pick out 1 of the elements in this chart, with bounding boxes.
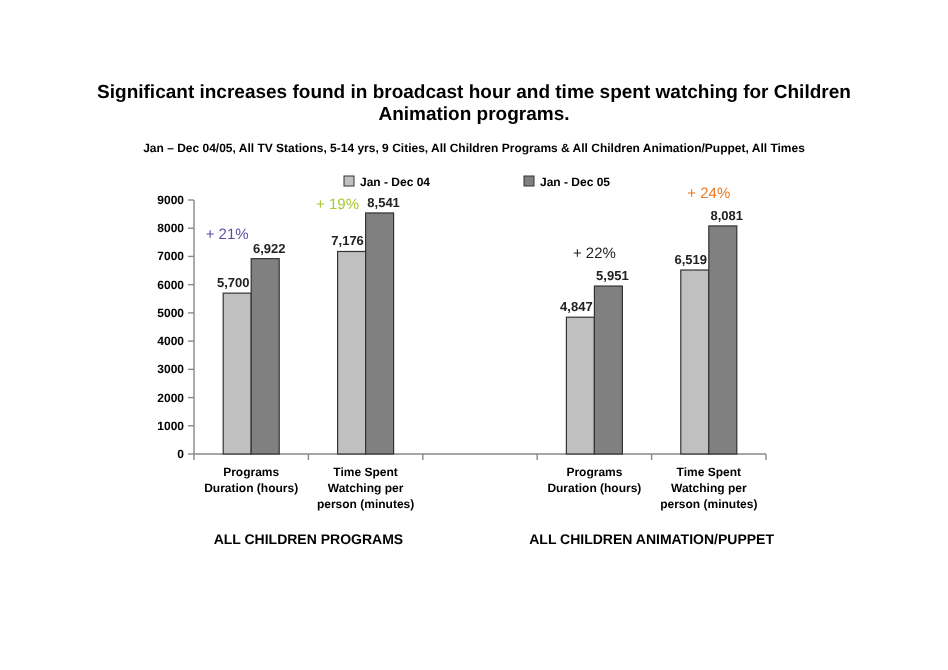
chart-title: Significant increases found in broadcast hour and time spent watching for Children Animation programs. xyxy=(97,82,852,126)
